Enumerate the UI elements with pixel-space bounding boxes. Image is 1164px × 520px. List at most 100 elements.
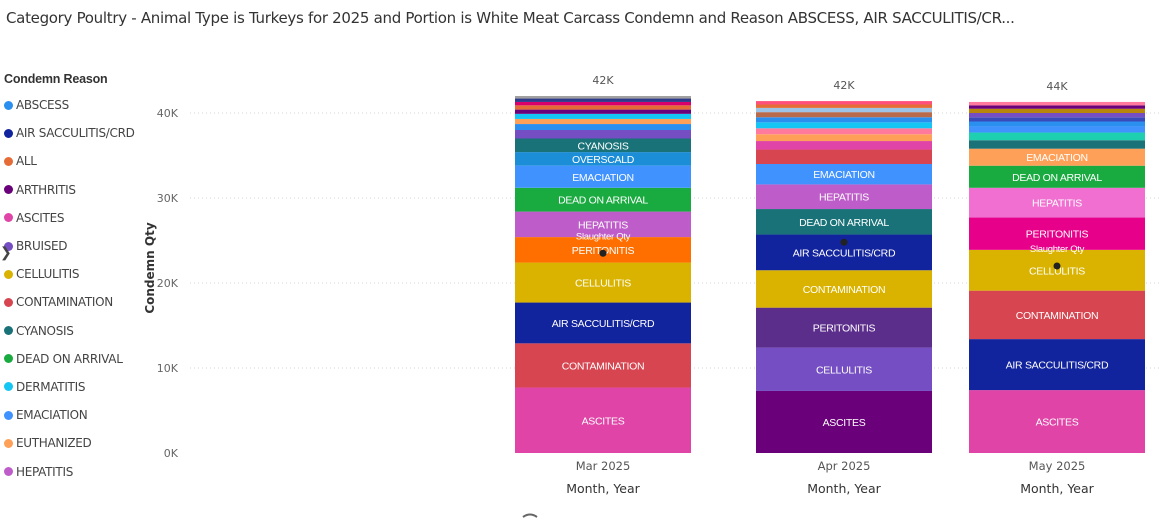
legend-title: Condemn Reason (4, 72, 108, 86)
bar-segment (515, 124, 691, 130)
y-tick-label: 40K (157, 107, 179, 120)
bar-segment (969, 117, 1145, 122)
bar-segment-label: CELLULITIS (575, 278, 631, 290)
slaughter-qty-label: Slaughter Qty (1030, 244, 1085, 255)
bar-segment (756, 307, 932, 348)
bar-segment-label: CONTAMINATION (803, 284, 886, 296)
bar-segment-label: PERITONITIS (1026, 229, 1089, 241)
legend-item[interactable]: ARTHRITIS (4, 176, 154, 204)
legend-item-label: DERMATITIS (16, 379, 86, 394)
bar-segment-label: EMACIATION (1026, 152, 1088, 164)
scroll-left-chevron-icon[interactable]: ❯ (0, 244, 12, 260)
x-axis-title: Month, Year (807, 481, 881, 496)
legend-item[interactable]: EMACIATION (4, 401, 154, 429)
bar-segment (969, 126, 1145, 133)
legend-item-label: HEPATITIS (16, 464, 74, 479)
bar-segment (515, 101, 691, 106)
bar-segment (756, 122, 932, 129)
bar-segment (756, 209, 932, 235)
bar-segment (756, 134, 932, 142)
y-tick-label: 20K (157, 277, 179, 290)
bar-segment (515, 96, 691, 99)
y-tick-label: 0K (164, 447, 179, 460)
legend-item[interactable]: AIR SACCULITIS/CRD (4, 119, 154, 147)
legend-item[interactable]: ASCITES (4, 204, 154, 232)
bar-segment (969, 108, 1145, 113)
bar-segment (969, 105, 1145, 109)
y-tick-label: 10K (157, 362, 179, 375)
bar-segment (969, 132, 1145, 141)
bar-segment-label: AIR SACCULITIS/CRD (1006, 360, 1109, 372)
bar-segment-label: DEAD ON ARRIVAL (1012, 172, 1102, 184)
legend-item-label: EMACIATION (16, 408, 88, 423)
legend: Condemn Reason ABSCESS AIR SACCULITIS/CRD… (4, 72, 154, 486)
bar-segment-label: HEPATITIS (1032, 198, 1082, 210)
bar-segment (515, 113, 691, 119)
legend-item-label: ARTHRITIS (16, 182, 76, 197)
bar-segment-label: HEPATITIS (819, 192, 869, 204)
bar-segment (969, 113, 1145, 118)
legend-item[interactable]: CONTAMINATION (4, 288, 154, 316)
bar-segment (515, 387, 691, 453)
bar-segment-label: EMACIATION (813, 169, 875, 181)
bar-segment (756, 347, 932, 391)
bar-segment (969, 140, 1145, 149)
legend-item-label: ALL (16, 154, 37, 169)
legend-dot-icon (4, 382, 13, 392)
bar-segment (756, 112, 932, 118)
legend-item[interactable]: ABSCESS (4, 91, 154, 119)
bar-segment-label: CELLULITIS (1029, 265, 1085, 277)
slaughter-qty-label: Slaughter Qty (576, 231, 631, 242)
bar-segment (756, 128, 932, 135)
legend-item[interactable]: CYANOSIS (4, 317, 154, 345)
bar-segment (969, 390, 1145, 453)
bar-segment (756, 104, 932, 108)
legend-item[interactable]: DEAD ON ARRIVAL (4, 345, 154, 373)
bar-segment-label: HEPATITIS (578, 219, 628, 231)
chart-title: Category Poultry - Animal Type is Turkey… (6, 9, 1015, 27)
legend-item-label: EUTHANIZED (16, 436, 92, 451)
legend-item[interactable]: CELLULITIS (4, 260, 154, 288)
bar-segment (515, 105, 691, 110)
bar-segment-label: PERITONITIS (813, 323, 876, 335)
bar-segment (756, 141, 932, 150)
bar-segment (969, 217, 1145, 250)
x-tick-label: Apr 2025 (818, 459, 871, 473)
bar-segment (756, 149, 932, 164)
bar-total-label: 42K (833, 79, 855, 92)
bar-segment-label: CONTAMINATION (562, 360, 645, 372)
bar-segment (969, 165, 1145, 188)
x-tick-label: May 2025 (1029, 459, 1086, 473)
legend-item[interactable]: HEPATITIS (4, 457, 154, 485)
x-axis-title: Month, Year (566, 481, 640, 496)
bar-segment (756, 107, 932, 113)
slaughter-qty-marker (1053, 262, 1061, 270)
bar-segment (515, 262, 691, 303)
legend-item[interactable]: BRUISED (4, 232, 154, 260)
legend-dot-icon (4, 297, 13, 307)
legend-item-label: CELLULITIS (16, 267, 80, 282)
legend-item-label: CONTAMINATION (16, 295, 113, 310)
bar-segment (756, 164, 932, 185)
bar-segment (969, 339, 1145, 391)
legend-item[interactable]: EUTHANIZED (4, 429, 154, 457)
y-axis-title: Condemn Qty (143, 222, 157, 313)
legend-dot-icon (4, 354, 13, 364)
scroll-indicator-icon (522, 513, 538, 518)
y-tick-label: 30K (157, 192, 179, 205)
bar-segment-label: AIR SACCULITIS/CRD (793, 247, 896, 259)
legend-dot-icon (4, 269, 13, 279)
legend-dot-icon (4, 128, 13, 138)
legend-dot-icon (4, 100, 13, 110)
bar-segment (515, 130, 691, 139)
legend-item[interactable]: ALL (4, 147, 154, 175)
legend-item-label: DEAD ON ARRIVAL (16, 351, 123, 366)
legend-item-label: BRUISED (16, 239, 68, 254)
legend-item-label: CYANOSIS (16, 323, 74, 338)
bar-segment-label: AIR SACCULITIS/CRD (552, 318, 655, 330)
legend-item[interactable]: DERMATITIS (4, 373, 154, 401)
bar-segment (515, 211, 691, 238)
legend-item-label: ABSCESS (16, 98, 69, 113)
bar-segment (515, 109, 691, 114)
